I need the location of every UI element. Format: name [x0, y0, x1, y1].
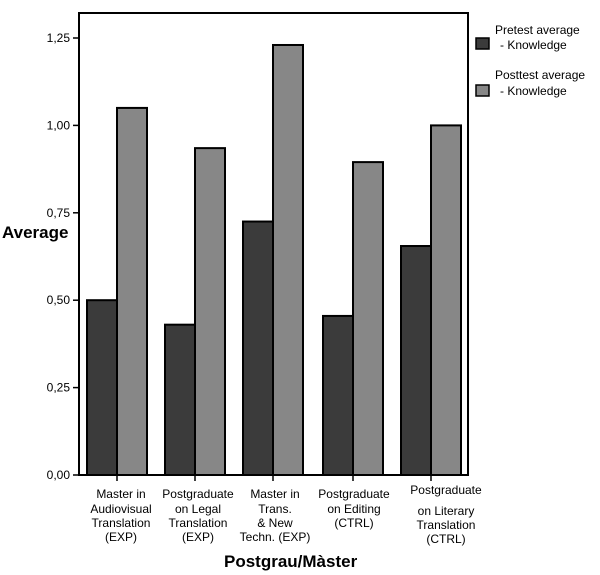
x-category-label: (EXP) — [182, 530, 214, 544]
x-category-label: on Legal — [175, 502, 221, 516]
posttest-bar-3 — [272, 43, 304, 476]
x-category-label: & New — [257, 516, 293, 530]
x-category-label: Postgraduate — [318, 487, 390, 501]
y-tick-label: 0,50 — [47, 293, 71, 307]
x-category-label: Master in — [250, 487, 299, 501]
y-axis-title: Average — [2, 223, 68, 242]
y-tick-label: 1,00 — [47, 118, 71, 132]
x-category-label: Audiovisual — [90, 502, 151, 516]
pretest-bar-3 — [242, 220, 274, 476]
x-category-label: Postgraduate — [410, 483, 482, 497]
posttest-bar-1 — [116, 106, 148, 476]
x-category-label: Translation — [169, 516, 228, 530]
posttest-legend-swatch — [475, 84, 490, 97]
legend-label: Pretest average — [495, 23, 580, 37]
posttest-bar-4 — [352, 161, 384, 476]
x-category-label: (CTRL) — [426, 532, 465, 546]
pretest-bar-1 — [86, 299, 118, 477]
y-tick-label: 0,75 — [47, 206, 71, 220]
x-category-label: on Literary — [418, 504, 475, 518]
x-category-label: Master in — [96, 487, 145, 501]
y-tick-label: 0,00 — [47, 468, 71, 482]
posttest-bar-2 — [194, 147, 226, 476]
x-category-label: Translation — [92, 516, 151, 530]
x-category-label: Postgraduate — [162, 487, 234, 501]
pretest-bar-2 — [164, 323, 196, 476]
x-category-label: Translation — [417, 518, 476, 532]
pretest-bar-5 — [400, 245, 432, 476]
x-category-label: (CTRL) — [334, 516, 373, 530]
legend-label: Posttest average — [495, 68, 585, 82]
x-category-label: (EXP) — [105, 530, 137, 544]
pretest-bar-4 — [322, 314, 354, 476]
y-tick-label: 1,25 — [47, 31, 71, 45]
legend-label: - Knowledge — [500, 84, 567, 98]
legend-label: - Knowledge — [500, 38, 567, 52]
y-tick-label: 0,25 — [47, 381, 71, 395]
posttest-bar-5 — [430, 124, 462, 477]
x-axis-title: Postgrau/Màster — [224, 552, 358, 571]
pretest-legend-swatch — [475, 37, 490, 50]
x-category-label: on Editing — [327, 502, 380, 516]
x-category-label: Techn. (EXP) — [240, 530, 311, 544]
x-category-label: Trans. — [258, 502, 292, 516]
